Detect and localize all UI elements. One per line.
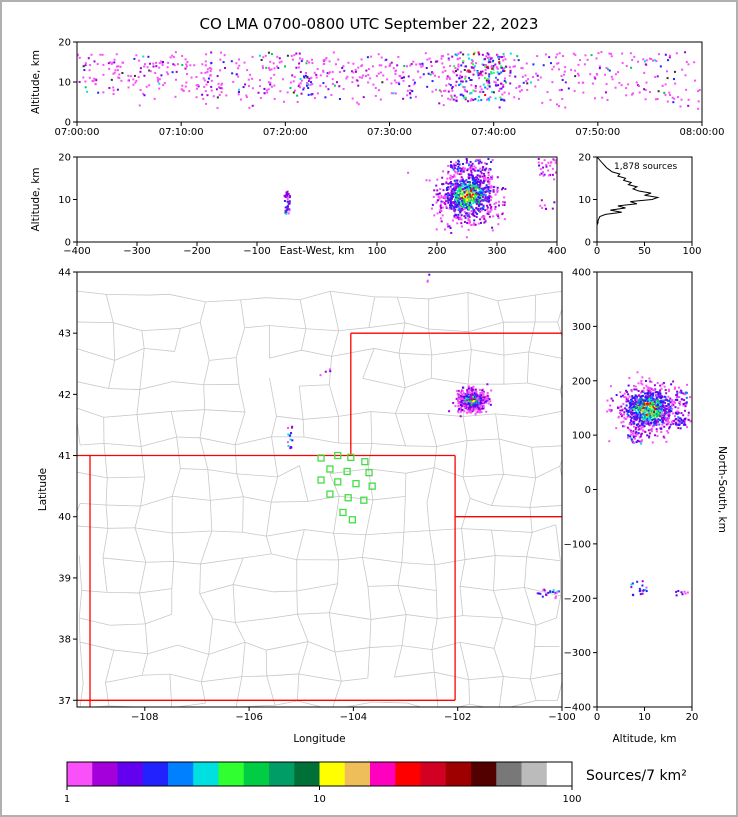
svg-text:1,878 sources: 1,878 sources	[614, 162, 678, 172]
svg-text:38: 38	[58, 635, 71, 646]
svg-text:−106: −106	[235, 712, 262, 723]
svg-text:10: 10	[58, 195, 71, 206]
ns-height-panel: 0 10 20 400 300 200 100 0 −100 −200 −300 −400 Altitu…	[564, 268, 728, 746]
svg-text:20: 20	[58, 153, 71, 164]
svg-text:07:50:00: 07:50:00	[575, 127, 620, 138]
svg-text:07:40:00: 07:40:00	[471, 127, 516, 138]
svg-text:10: 10	[313, 794, 326, 805]
svg-text:East-West, km: East-West, km	[280, 245, 355, 257]
svg-text:200: 200	[427, 246, 446, 257]
altitude-histogram-panel: 0 50 100 0 10 20 1,878 sources	[578, 153, 701, 258]
ew-height-panel: −400 −300 −200 −100 100 200 300 400 0 10 20 East-We…	[30, 153, 567, 258]
svg-text:07:30:00: 07:30:00	[367, 127, 412, 138]
svg-text:07:10:00: 07:10:00	[159, 127, 204, 138]
svg-text:0: 0	[594, 246, 600, 257]
svg-text:10: 10	[578, 195, 591, 206]
svg-text:300: 300	[572, 322, 591, 333]
svg-text:10: 10	[638, 712, 651, 723]
svg-text:−400: −400	[63, 246, 90, 257]
svg-text:0: 0	[65, 118, 71, 129]
svg-text:44: 44	[58, 268, 71, 279]
svg-text:−200: −200	[183, 246, 210, 257]
svg-text:Altitude, km: Altitude, km	[612, 733, 676, 745]
svg-text:−108: −108	[131, 712, 158, 723]
svg-text:−300: −300	[123, 246, 150, 257]
svg-text:0: 0	[65, 238, 71, 249]
svg-text:Altitude, km: Altitude, km	[30, 50, 42, 114]
figure-title: CO LMA 0700-0800 UTC September 22, 2023	[199, 15, 539, 33]
svg-text:Altitude, km: Altitude, km	[30, 167, 42, 231]
map-panel: −108 −106 −104 −102 −100 37 38 39 40 41 42 43 44 Long…	[37, 268, 576, 746]
svg-text:41: 41	[58, 451, 71, 462]
svg-text:100: 100	[367, 246, 386, 257]
svg-text:20: 20	[578, 153, 591, 164]
svg-text:200: 200	[572, 376, 591, 387]
svg-text:−100: −100	[548, 712, 575, 723]
svg-text:300: 300	[487, 246, 506, 257]
time-height-panel: 07:00:00 07:10:00 07:20:00 07:30:00 07:40:00…	[30, 38, 724, 139]
svg-text:08:00:00: 08:00:00	[680, 127, 725, 138]
svg-text:43: 43	[58, 329, 71, 340]
svg-text:100: 100	[562, 794, 581, 805]
svg-text:20: 20	[686, 712, 699, 723]
svg-text:−102: −102	[444, 712, 471, 723]
svg-text:−300: −300	[564, 648, 591, 659]
svg-text:42: 42	[58, 390, 71, 401]
svg-text:50: 50	[638, 246, 651, 257]
svg-text:400: 400	[547, 246, 566, 257]
svg-text:39: 39	[58, 573, 71, 584]
svg-text:100: 100	[572, 431, 591, 442]
svg-text:400: 400	[572, 268, 591, 279]
svg-text:−400: −400	[564, 703, 591, 714]
svg-text:Longitude: Longitude	[293, 733, 345, 745]
svg-text:North-South, km: North-South, km	[716, 446, 728, 533]
svg-text:Latitude: Latitude	[37, 468, 49, 511]
svg-text:0: 0	[594, 712, 600, 723]
svg-text:07:00:00: 07:00:00	[55, 127, 100, 138]
svg-text:37: 37	[58, 696, 71, 707]
svg-text:07:20:00: 07:20:00	[263, 127, 308, 138]
svg-text:−100: −100	[243, 246, 270, 257]
colorbar: 1 10 100	[64, 761, 582, 805]
svg-text:20: 20	[58, 38, 71, 49]
svg-text:40: 40	[58, 512, 71, 523]
svg-text:1: 1	[64, 794, 70, 805]
svg-text:10: 10	[58, 78, 71, 89]
svg-text:−104: −104	[340, 712, 367, 723]
colorbar-label: Sources/7 km²	[586, 768, 687, 784]
svg-text:−100: −100	[564, 539, 591, 550]
svg-text:−200: −200	[564, 594, 591, 605]
svg-text:0: 0	[585, 238, 591, 249]
svg-text:0: 0	[585, 485, 591, 496]
svg-text:100: 100	[682, 246, 701, 257]
